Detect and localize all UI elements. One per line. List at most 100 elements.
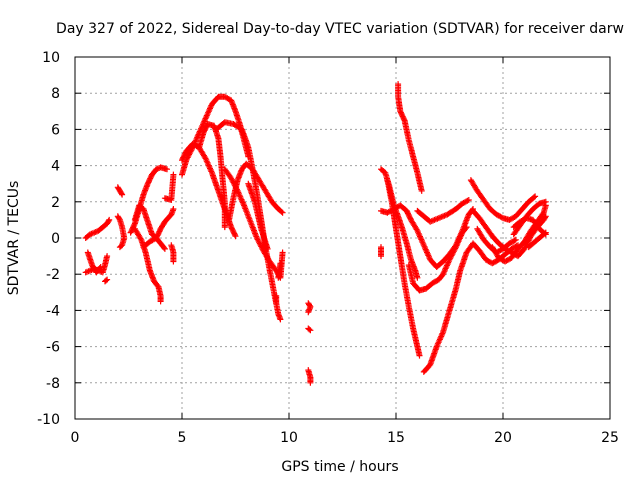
- data-point: [264, 245, 271, 252]
- data-point: [232, 233, 239, 240]
- data-point: [205, 109, 212, 116]
- data-point: [378, 253, 384, 260]
- series-pass-35: [474, 225, 519, 256]
- data-point: [170, 206, 177, 212]
- data-point: [118, 243, 124, 250]
- series-pass-05: [114, 184, 126, 198]
- grid-lines: [75, 57, 610, 419]
- data-point: [307, 327, 314, 334]
- data-point: [464, 197, 471, 204]
- data-point: [465, 197, 472, 203]
- series-pass-03: [84, 249, 104, 276]
- data-points: [82, 81, 549, 386]
- series-pass-39: [525, 229, 549, 251]
- data-point: [542, 214, 549, 221]
- x-tick-label: 5: [178, 430, 187, 446]
- data-point: [164, 166, 170, 173]
- series-pass-19: [245, 180, 271, 252]
- x-tick-label: 25: [601, 430, 619, 446]
- x-tick-label: 0: [71, 430, 80, 446]
- y-tick-label: 8: [51, 86, 60, 102]
- data-point: [137, 235, 144, 242]
- data-point: [277, 316, 284, 323]
- data-point: [541, 230, 548, 237]
- data-point: [532, 193, 539, 200]
- data-point: [161, 244, 167, 251]
- data-point: [305, 309, 312, 316]
- y-tick-label: 2: [51, 195, 60, 211]
- series-pass-22: [305, 300, 314, 316]
- series-pass-38: [510, 215, 549, 238]
- series-pass-04: [102, 276, 111, 285]
- data-point: [105, 218, 112, 225]
- plot-frame: [74, 56, 611, 420]
- y-axis-label: SDTVAR / TECUs: [6, 181, 22, 296]
- data-point: [511, 237, 518, 244]
- data-point: [161, 245, 168, 252]
- data-point: [400, 116, 407, 123]
- data-point: [512, 236, 519, 243]
- data-point: [96, 265, 103, 271]
- y-tick-label: 4: [51, 159, 60, 175]
- series-pass-30: [405, 224, 470, 294]
- series-pass-06: [114, 213, 128, 251]
- series-pass-29: [395, 81, 425, 194]
- data-point: [418, 187, 425, 194]
- data-point: [103, 277, 109, 284]
- y-tick-label: -10: [37, 412, 60, 428]
- data-point: [531, 194, 537, 201]
- series-pass-34: [470, 207, 549, 260]
- y-tick-label: -8: [46, 376, 60, 392]
- x-axis-label: GPS time / hours: [281, 459, 398, 475]
- y-tick-label: 0: [51, 231, 60, 247]
- series-pass-14: [179, 140, 239, 240]
- data-point: [221, 224, 228, 231]
- series-pass-08: [131, 202, 168, 252]
- y-tick-label: -4: [46, 303, 60, 319]
- series-pass-01: [82, 216, 113, 241]
- series-pass-20: [275, 260, 284, 281]
- series-pass-12: [168, 242, 177, 265]
- data-point: [157, 298, 164, 305]
- data-point: [542, 229, 549, 236]
- data-point: [463, 224, 470, 231]
- series-pass-26: [384, 177, 423, 359]
- series-pass-18: [221, 166, 286, 281]
- series-pass-10: [140, 206, 177, 251]
- data-point: [306, 326, 313, 333]
- series-pass-11: [161, 171, 177, 203]
- x-tick-label: 10: [280, 430, 298, 446]
- x-tick-label: 20: [494, 430, 512, 446]
- data-point: [542, 198, 549, 205]
- series-pass-07: [127, 164, 170, 236]
- series-pass-31: [414, 197, 472, 225]
- data-point: [273, 300, 280, 307]
- data-point: [275, 274, 282, 281]
- data-point: [278, 208, 285, 215]
- data-point: [170, 258, 177, 265]
- data-point: [106, 216, 113, 223]
- y-tick-label: -2: [46, 267, 60, 283]
- series-pass-36: [489, 202, 549, 265]
- data-point: [414, 274, 421, 281]
- y-tick-label: 6: [51, 122, 60, 138]
- data-point: [97, 264, 104, 270]
- series-pass-23: [305, 325, 314, 334]
- y-tick-label: 10: [42, 50, 60, 66]
- chart-title: Day 327 of 2022, Sidereal Day-to-day VTE…: [56, 21, 624, 37]
- y-tick-label: -6: [46, 340, 60, 356]
- data-point: [539, 211, 546, 217]
- data-point: [116, 244, 123, 251]
- data-point: [118, 190, 125, 197]
- series-pass-28: [378, 244, 384, 260]
- data-point: [119, 191, 126, 198]
- data-point: [170, 171, 177, 178]
- data-point: [104, 276, 111, 283]
- data-point: [307, 379, 314, 386]
- data-point: [462, 225, 469, 232]
- data-point: [104, 253, 111, 260]
- series-pass-24: [305, 367, 314, 386]
- series-pass-33: [467, 177, 539, 223]
